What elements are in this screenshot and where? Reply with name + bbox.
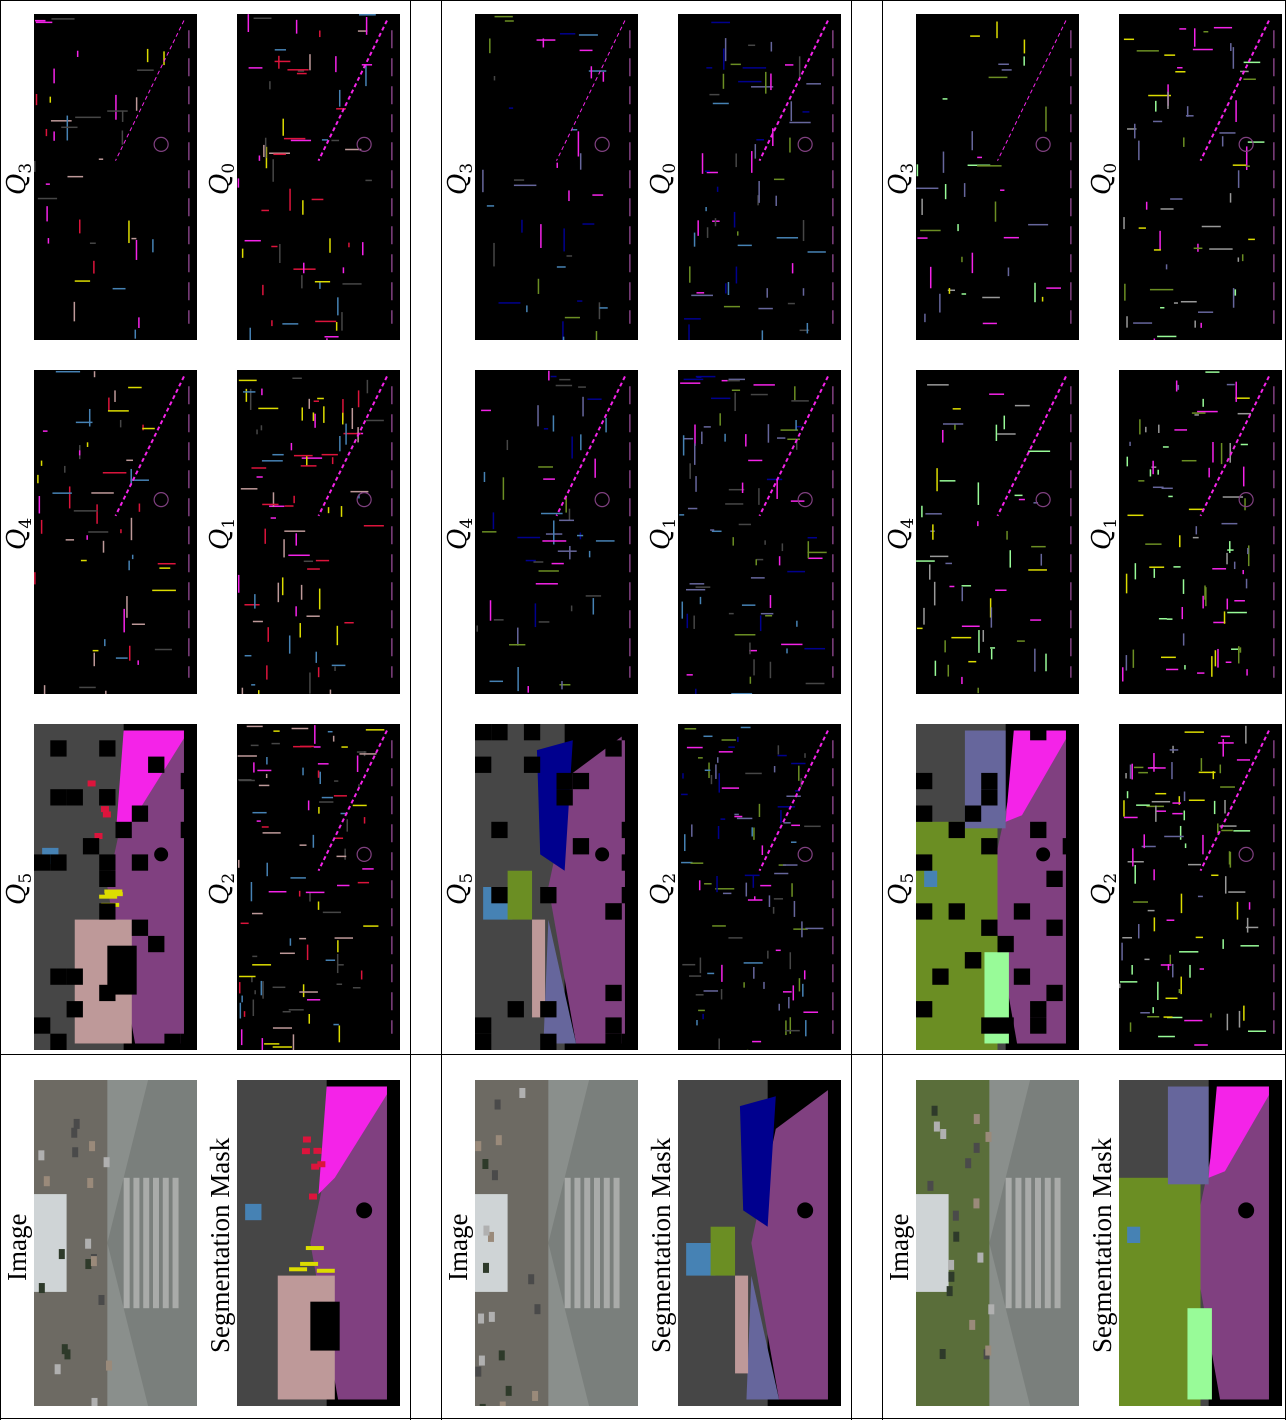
q0-label: Q0 bbox=[646, 162, 681, 195]
q-letter: Q bbox=[1087, 173, 1117, 195]
q1-panel-col3 bbox=[1119, 370, 1282, 694]
q-subscript: 5 bbox=[457, 872, 478, 884]
q-letter: Q bbox=[646, 528, 676, 550]
q-subscript: 3 bbox=[898, 162, 919, 174]
q0-panel-col2 bbox=[678, 14, 841, 340]
q-subscript: 2 bbox=[219, 872, 240, 884]
q-letter: Q bbox=[205, 528, 235, 550]
q-letter: Q bbox=[2, 883, 32, 905]
q-subscript: 2 bbox=[660, 872, 681, 884]
q4-label: Q4 bbox=[2, 517, 37, 550]
q2-label: Q2 bbox=[646, 872, 681, 905]
q4-label: Q4 bbox=[884, 517, 919, 550]
left-rule bbox=[0, 0, 1, 1420]
q-letter: Q bbox=[646, 883, 676, 905]
middle-rule bbox=[0, 1054, 1286, 1055]
q2-panel-col3 bbox=[1119, 724, 1282, 1050]
column-divider-1a bbox=[410, 0, 411, 1420]
image-panel-col2 bbox=[475, 1080, 638, 1406]
segmentation-mask-label: Segmentation Mask bbox=[1087, 1137, 1117, 1353]
q0-panel-col3 bbox=[1119, 14, 1282, 340]
q1-label: Q1 bbox=[205, 517, 240, 550]
segmentation-mask-label: Segmentation Mask bbox=[646, 1137, 676, 1353]
q-letter: Q bbox=[2, 173, 32, 195]
q-subscript: 4 bbox=[457, 517, 478, 529]
q1-panel-col2 bbox=[678, 370, 841, 694]
q3-panel-col1 bbox=[34, 14, 197, 340]
q2-label: Q2 bbox=[1087, 872, 1122, 905]
q2-label: Q2 bbox=[205, 872, 240, 905]
q-subscript: 4 bbox=[898, 517, 919, 529]
q4-panel-col1 bbox=[34, 370, 197, 694]
q-subscript: 3 bbox=[457, 162, 478, 174]
q-subscript: 0 bbox=[660, 162, 681, 174]
segmentation-mask-panel-col2 bbox=[678, 1080, 841, 1406]
q1-label: Q1 bbox=[1087, 517, 1122, 550]
segmentation-mask-panel-col1 bbox=[237, 1080, 400, 1406]
q4-panel-col2 bbox=[475, 370, 638, 694]
segmentation-mask-label: Segmentation Mask bbox=[205, 1137, 235, 1353]
image-label: Image bbox=[443, 1213, 473, 1281]
q3-panel-col2 bbox=[475, 14, 638, 340]
column-divider-2a bbox=[851, 0, 852, 1420]
q3-label: Q3 bbox=[884, 162, 919, 195]
q5-panel-col1 bbox=[34, 724, 197, 1050]
q2-panel-col1 bbox=[237, 724, 400, 1050]
q-subscript: 4 bbox=[16, 517, 37, 529]
bottom-rule bbox=[0, 1418, 1286, 1419]
q-subscript: 0 bbox=[219, 162, 240, 174]
q-subscript: 1 bbox=[660, 517, 681, 529]
q3-label: Q3 bbox=[2, 162, 37, 195]
q5-panel-col2 bbox=[475, 724, 638, 1050]
q-letter: Q bbox=[205, 173, 235, 195]
q5-label: Q5 bbox=[2, 872, 37, 905]
q-letter: Q bbox=[1087, 883, 1117, 905]
q0-label: Q0 bbox=[205, 162, 240, 195]
image-label: Image bbox=[2, 1213, 32, 1281]
q3-panel-col3 bbox=[916, 14, 1079, 340]
q3-label: Q3 bbox=[443, 162, 478, 195]
q-letter: Q bbox=[884, 883, 914, 905]
q4-label: Q4 bbox=[443, 517, 478, 550]
top-rule bbox=[0, 0, 1286, 1]
q2-panel-col2 bbox=[678, 724, 841, 1050]
q-subscript: 0 bbox=[1101, 162, 1122, 174]
q0-label: Q0 bbox=[1087, 162, 1122, 195]
image-label: Image bbox=[884, 1213, 914, 1281]
q-letter: Q bbox=[443, 883, 473, 905]
q-subscript: 5 bbox=[898, 872, 919, 884]
q-letter: Q bbox=[443, 173, 473, 195]
q-letter: Q bbox=[2, 528, 32, 550]
q5-panel-col3 bbox=[916, 724, 1079, 1050]
q-letter: Q bbox=[1087, 528, 1117, 550]
q-subscript: 1 bbox=[1101, 517, 1122, 529]
q5-label: Q5 bbox=[443, 872, 478, 905]
segmentation-mask-panel-col3 bbox=[1119, 1080, 1282, 1406]
q-letter: Q bbox=[443, 528, 473, 550]
q5-label: Q5 bbox=[884, 872, 919, 905]
q-subscript: 5 bbox=[16, 872, 37, 884]
q-subscript: 3 bbox=[16, 162, 37, 174]
q1-label: Q1 bbox=[646, 517, 681, 550]
q1-panel-col1 bbox=[237, 370, 400, 694]
q-letter: Q bbox=[884, 173, 914, 195]
image-panel-col3 bbox=[916, 1080, 1079, 1406]
q-letter: Q bbox=[205, 883, 235, 905]
q-letter: Q bbox=[646, 173, 676, 195]
column-divider-1b bbox=[441, 0, 442, 1420]
q-subscript: 1 bbox=[219, 517, 240, 529]
column-divider-2b bbox=[882, 0, 883, 1420]
q0-panel-col1 bbox=[237, 14, 400, 340]
image-panel-col1 bbox=[34, 1080, 197, 1406]
q4-panel-col3 bbox=[916, 370, 1079, 694]
q-letter: Q bbox=[884, 528, 914, 550]
q-subscript: 2 bbox=[1101, 872, 1122, 884]
